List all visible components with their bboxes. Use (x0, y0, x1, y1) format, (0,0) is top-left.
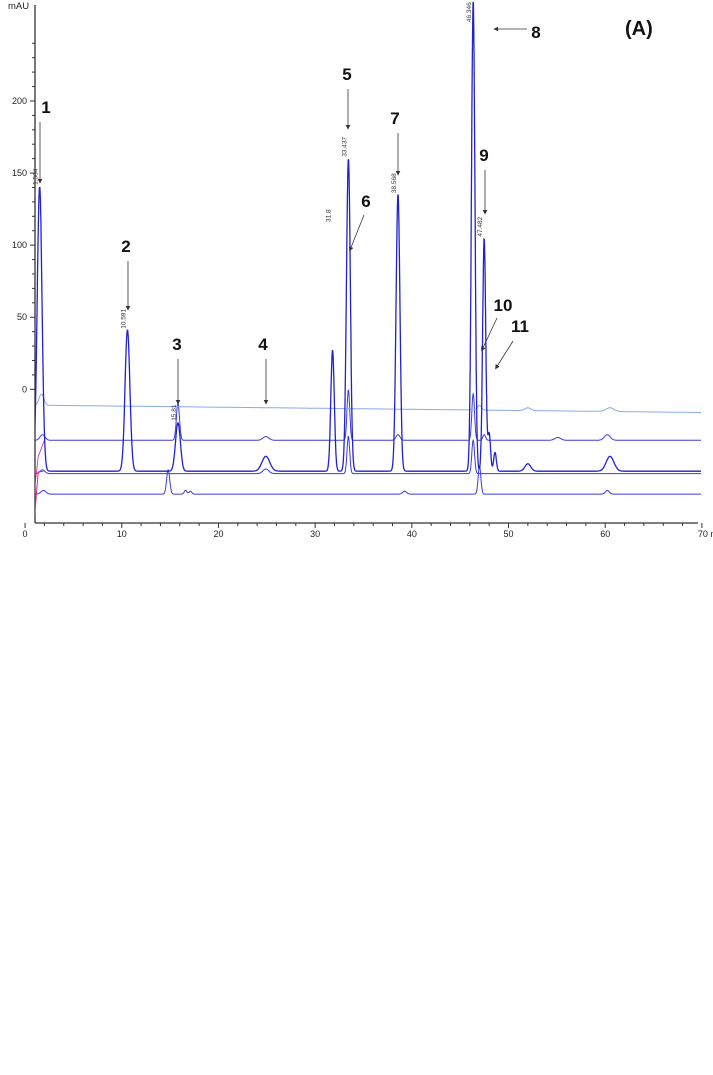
svg-text:3: 3 (172, 335, 181, 354)
svg-text:200: 200 (12, 96, 27, 106)
svg-text:60: 60 (600, 529, 610, 539)
svg-text:33.437: 33.437 (341, 137, 348, 157)
svg-text:mAU: mAU (8, 1, 29, 12)
svg-text:1.504: 1.504 (33, 168, 40, 185)
svg-text:4: 4 (258, 335, 268, 354)
svg-text:7: 7 (390, 109, 399, 128)
svg-text:38.568: 38.568 (391, 173, 398, 193)
svg-text:47.482: 47.482 (477, 216, 484, 236)
svg-text:11: 11 (511, 317, 529, 336)
svg-text:10: 10 (117, 529, 127, 539)
svg-text:15.81: 15.81 (171, 404, 178, 421)
svg-text:30: 30 (310, 529, 320, 539)
svg-text:0: 0 (22, 384, 27, 394)
svg-text:(A): (A) (625, 18, 653, 40)
svg-text:70 min: 70 min (698, 529, 713, 539)
svg-text:6: 6 (361, 192, 370, 211)
svg-text:8: 8 (531, 23, 540, 42)
svg-text:2: 2 (121, 237, 130, 256)
svg-text:0: 0 (23, 529, 28, 539)
svg-text:1: 1 (41, 98, 50, 117)
svg-text:5: 5 (342, 65, 351, 84)
svg-text:50: 50 (17, 312, 27, 322)
svg-text:10.591: 10.591 (121, 309, 128, 329)
svg-text:20: 20 (213, 529, 223, 539)
svg-text:100: 100 (12, 240, 27, 250)
svg-text:50: 50 (504, 529, 514, 539)
svg-text:40: 40 (407, 529, 417, 539)
svg-text:31.8: 31.8 (326, 209, 333, 222)
svg-text:10: 10 (494, 296, 513, 315)
svg-text:9: 9 (479, 146, 488, 165)
svg-text:46.346: 46.346 (466, 2, 473, 22)
svg-text:150: 150 (12, 168, 27, 178)
